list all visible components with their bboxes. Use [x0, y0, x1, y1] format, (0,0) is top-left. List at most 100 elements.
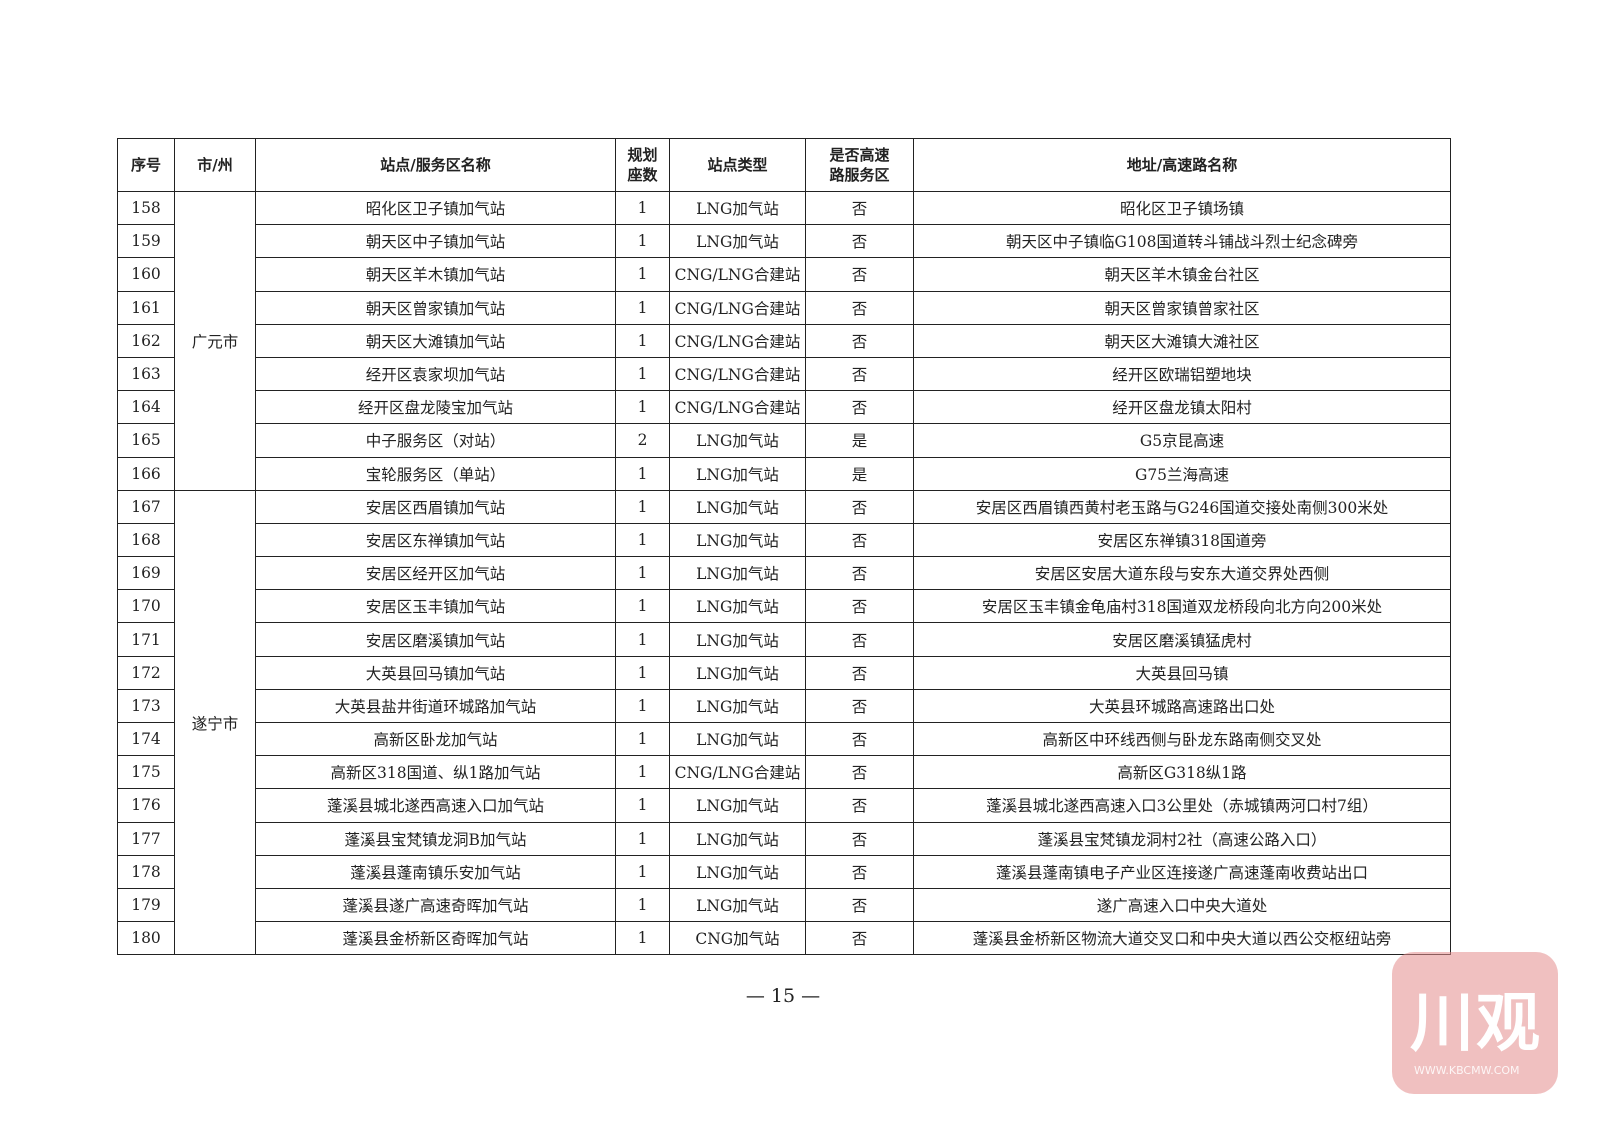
- cell-index: 173: [117, 688, 175, 724]
- cell-highway: 否: [805, 921, 914, 956]
- cell-index: 166: [117, 456, 175, 491]
- column-header: 规划 座数: [615, 138, 670, 192]
- cell-type: LNG加气站: [669, 721, 806, 757]
- cell-station-name: 安居区经开区加气站: [255, 556, 616, 591]
- cell-highway: 是: [805, 456, 914, 491]
- cell-highway: 否: [805, 356, 914, 392]
- column-header: 站点/服务区名称: [255, 138, 616, 192]
- cell-address: 朝天区中子镇临G108国道转斗铺战斗烈士纪念碑旁: [913, 224, 1451, 259]
- cell-index: 175: [117, 755, 175, 790]
- cell-address: 朝天区曾家镇曾家社区: [913, 290, 1451, 325]
- cell-highway: 是: [805, 423, 914, 458]
- column-header: 是否高速 路服务区: [805, 138, 914, 192]
- cell-address: 遂广高速入口中央大道处: [913, 887, 1451, 923]
- cell-type: CNG加气站: [669, 921, 806, 956]
- cell-type: LNG加气站: [669, 224, 806, 259]
- cell-address: 经开区盘龙镇太阳村: [913, 390, 1451, 425]
- cell-highway: 否: [805, 854, 914, 889]
- cell-station-name: 朝天区曾家镇加气站: [255, 290, 616, 325]
- cell-count: 1: [615, 290, 670, 325]
- table-row: 178 蓬溪县蓬南镇乐安加气站 1 LNG加气站否蓬溪县蓬南镇电子产业区连接遂广高速蓬…: [117, 854, 1451, 889]
- cell-type: LNG加气站: [669, 190, 806, 226]
- cell-index: 162: [117, 323, 175, 358]
- table-header-row: 序号 市/州 站点/服务区名称 规划 座数 站点类型 是否高速 路服务区 地址/高速路名称: [117, 138, 1451, 192]
- cell-type: LNG加气站: [669, 854, 806, 889]
- cell-address: 蓬溪县城北遂西高速入口3公里处（赤城镇两河口村7组）: [913, 788, 1451, 823]
- cell-count: 1: [615, 921, 670, 956]
- cell-station-name: 朝天区中子镇加气站: [255, 224, 616, 259]
- cell-count: 1: [615, 755, 670, 790]
- cell-address: 安居区东禅镇318国道旁: [913, 522, 1451, 558]
- table-row: 180 蓬溪县金桥新区奇晖加气站 1 CNG加气站否蓬溪县金桥新区物流大道交叉口和中央…: [117, 921, 1451, 956]
- cell-count: 1: [615, 257, 670, 292]
- cell-station-name: 经开区袁家坝加气站: [255, 356, 616, 392]
- cell-station-name: 宝轮服务区（单站）: [255, 456, 616, 491]
- cell-station-name: 安居区玉丰镇加气站: [255, 589, 616, 624]
- cell-highway: 否: [805, 390, 914, 425]
- cell-type: CNG/LNG合建站: [669, 323, 806, 358]
- cell-type: LNG加气站: [669, 522, 806, 558]
- watermark-logo: 川观 WWW.KBCMW.COM: [1392, 952, 1558, 1094]
- table-row: 168 安居区东禅镇加气站 1 LNG加气站否安居区东禅镇318国道旁: [117, 522, 1451, 558]
- stations-table: 序号 市/州 站点/服务区名称 规划 座数 站点类型 是否高速 路服务区 地址/高速路名称 …: [117, 138, 1451, 956]
- cell-station-name: 高新区318国道、纵1路加气站: [255, 755, 616, 790]
- cell-type: CNG/LNG合建站: [669, 356, 806, 392]
- cell-address: 大英县回马镇: [913, 655, 1451, 690]
- cell-type: CNG/LNG合建站: [669, 755, 806, 790]
- cell-type: LNG加气站: [669, 622, 806, 657]
- cell-type: LNG加气站: [669, 556, 806, 591]
- watermark-text: 川观: [1410, 987, 1542, 1061]
- cell-index: 176: [117, 788, 175, 823]
- cell-address: 安居区安居大道东段与安东大道交界处西侧: [913, 556, 1451, 591]
- table-row: 166 宝轮服务区（单站） 1 LNG加气站是 G75兰海高速: [117, 456, 1451, 491]
- cell-type: LNG加气站: [669, 489, 806, 524]
- cell-station-name: 朝天区大滩镇加气站: [255, 323, 616, 358]
- cell-highway: 否: [805, 622, 914, 657]
- table-row: 177 蓬溪县宝梵镇龙洞B加气站 1 LNG加气站否蓬溪县宝梵镇龙洞村2社（高速公路入…: [117, 821, 1451, 856]
- cell-station-name: 大英县盐井街道环城路加气站: [255, 688, 616, 724]
- cell-highway: 否: [805, 887, 914, 923]
- cell-station-name: 经开区盘龙陵宝加气站: [255, 390, 616, 425]
- cell-station-name: 蓬溪县蓬南镇乐安加气站: [255, 854, 616, 889]
- cell-type: LNG加气站: [669, 887, 806, 923]
- cell-index: 170: [117, 589, 175, 624]
- cell-highway: 否: [805, 257, 914, 292]
- column-header: 地址/高速路名称: [913, 138, 1451, 192]
- table-row: 165 中子服务区（对站） 2 LNG加气站是 G5京昆高速: [117, 423, 1451, 458]
- table-row: 172 大英县回马镇加气站 1 LNG加气站否大英县回马镇: [117, 655, 1451, 690]
- cell-type: CNG/LNG合建站: [669, 290, 806, 325]
- cell-type: LNG加气站: [669, 688, 806, 724]
- cell-address: 高新区中环线西侧与卧龙东路南侧交叉处: [913, 721, 1451, 757]
- cell-address: 蓬溪县宝梵镇龙洞村2社（高速公路入口）: [913, 821, 1451, 856]
- cell-index: 177: [117, 821, 175, 856]
- cell-count: 1: [615, 688, 670, 724]
- cell-address: 安居区玉丰镇金龟庙村318国道双龙桥段向北方向200米处: [913, 589, 1451, 624]
- cell-address: 朝天区大滩镇大滩社区: [913, 323, 1451, 358]
- watermark-url: WWW.KBCMW.COM: [1414, 1064, 1520, 1077]
- cell-count: 1: [615, 356, 670, 392]
- cell-station-name: 朝天区羊木镇加气站: [255, 257, 616, 292]
- cell-count: 1: [615, 854, 670, 889]
- cell-index: 161: [117, 290, 175, 325]
- cell-address: 安居区西眉镇西黄村老玉路与G246国道交接处南侧300米处: [913, 489, 1451, 524]
- cell-index: 158: [117, 190, 175, 226]
- cell-count: 1: [615, 788, 670, 823]
- cell-address: G5京昆高速: [913, 423, 1451, 458]
- cell-count: 2: [615, 423, 670, 458]
- cell-station-name: 蓬溪县城北遂西高速入口加气站: [255, 788, 616, 823]
- table-row: 176 蓬溪县城北遂西高速入口加气站 1 LNG加气站否蓬溪县城北遂西高速入口3公里处…: [117, 788, 1451, 823]
- cell-count: 1: [615, 489, 670, 524]
- cell-station-name: 安居区西眉镇加气站: [255, 489, 616, 524]
- column-header: 市/州: [174, 138, 256, 192]
- cell-index: 168: [117, 522, 175, 558]
- cell-count: 1: [615, 522, 670, 558]
- cell-station-name: 蓬溪县宝梵镇龙洞B加气站: [255, 821, 616, 856]
- cell-highway: 否: [805, 688, 914, 724]
- cell-type: LNG加气站: [669, 423, 806, 458]
- cell-index: 163: [117, 356, 175, 392]
- table-row: 158 广元市 昭化区卫子镇加气站 1 LNG加气站否昭化区卫子镇场镇: [117, 190, 1451, 491]
- cell-type: CNG/LNG合建站: [669, 257, 806, 292]
- cell-station-name: 安居区磨溪镇加气站: [255, 622, 616, 657]
- cell-highway: 否: [805, 755, 914, 790]
- cell-type: CNG/LNG合建站: [669, 390, 806, 425]
